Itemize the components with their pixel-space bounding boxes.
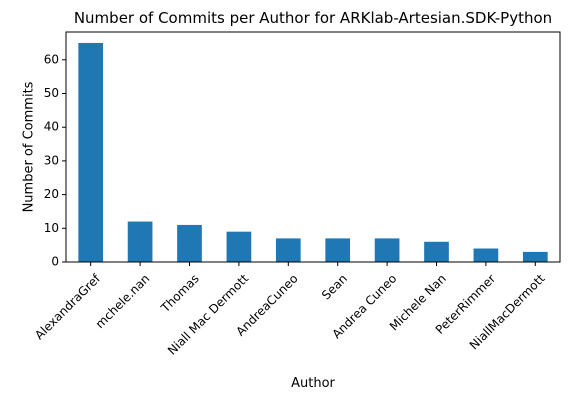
bar [325, 238, 351, 262]
bar [275, 238, 301, 262]
y-axis-ticks: 0 10 20 30 40 50 60 [44, 52, 66, 269]
y-tick-label: 30 [44, 153, 59, 167]
y-tick-label: 60 [44, 52, 59, 66]
bar [473, 248, 499, 262]
bar [374, 238, 400, 262]
bar [424, 241, 449, 262]
x-tick-label: Thomas [158, 271, 202, 315]
bar [78, 42, 104, 263]
plot-frame [65, 31, 561, 263]
y-tick-label: 20 [44, 187, 59, 201]
y-tick-label: 10 [44, 221, 59, 235]
y-tick-label: 0 [51, 255, 59, 269]
y-tick-label: 40 [44, 120, 59, 134]
bar [522, 251, 548, 262]
bars-group [78, 42, 548, 263]
y-axis-title: Number of Commits [22, 81, 37, 212]
x-tick-label: AlexandraGref [32, 271, 103, 342]
x-tick-label: Sean [319, 271, 350, 302]
x-axis-title: Author [291, 376, 335, 391]
bar [177, 224, 202, 262]
y-tick-label: 50 [44, 86, 59, 100]
chart-title: Number of Commits per Author for ARKlab-… [74, 9, 552, 27]
bar [226, 231, 252, 262]
bar [127, 221, 153, 262]
